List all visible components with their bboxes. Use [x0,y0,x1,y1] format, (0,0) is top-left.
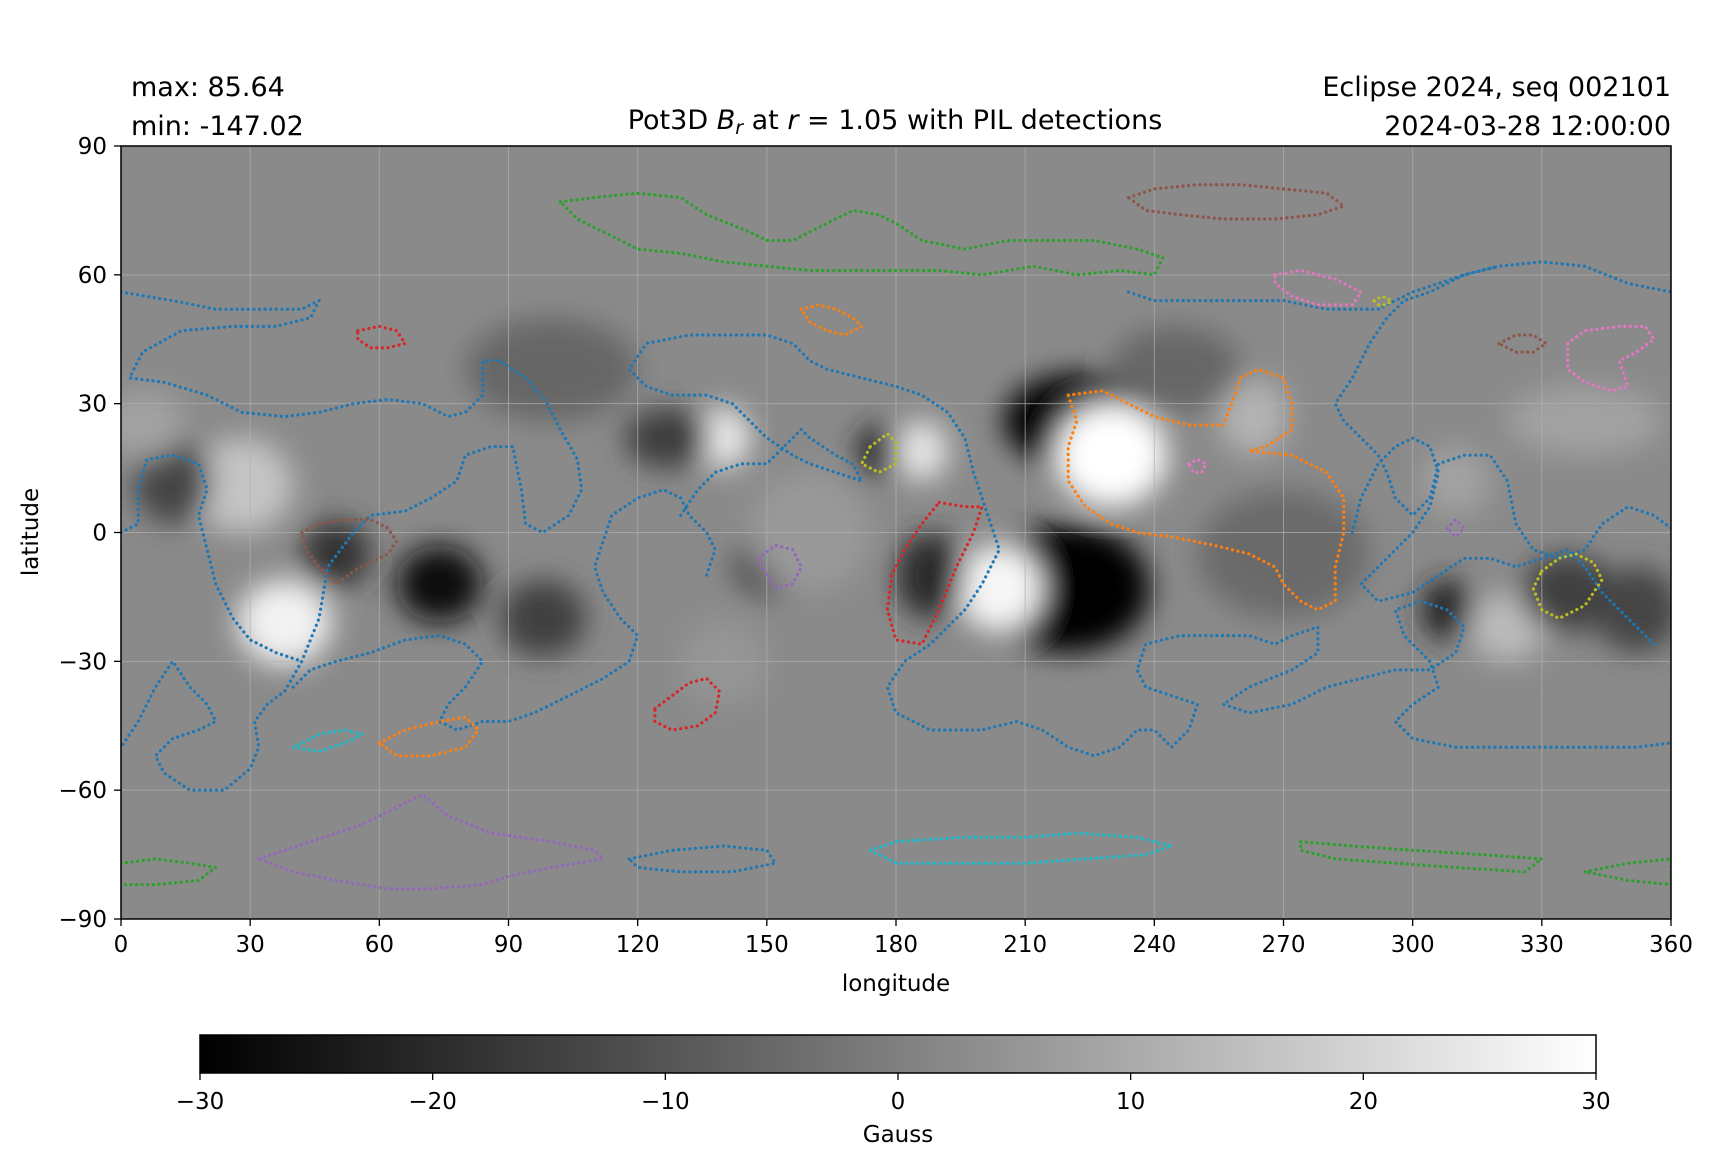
pil-contour [558,191,1165,277]
colorbar-tick-label: 0 [891,1089,906,1115]
title-suffix: = 1.05 with PIL detections [798,105,1162,136]
colorbar-tick-label: 30 [1581,1089,1610,1115]
field-patch [1593,566,1671,653]
title-mid: at [743,105,787,136]
field-patch [956,545,1043,632]
colorbar-axis: −30 −20 −10 0 10 20 30 [176,1073,1611,1115]
x-tick-label: 270 [1262,932,1306,958]
pil-contour [1350,436,1656,646]
pil-contour [1497,333,1548,354]
pil-contour [1066,367,1346,612]
title-sub: r [735,117,744,139]
colorbar-tick-label: −10 [641,1089,690,1115]
x-tick-label: 60 [365,932,394,958]
pil-contours [121,183,1671,891]
plot-area [121,146,1671,919]
pil-contour [1566,324,1656,393]
pil-contour [121,857,218,887]
x-tick-label: 330 [1520,932,1564,958]
pil-contour [885,500,984,646]
field-patch [237,579,332,666]
colorbar [199,1034,1597,1074]
field-patch [1421,446,1491,516]
field-patch [1055,403,1168,507]
title-var: B [717,105,736,136]
field-patch [896,420,948,481]
x-tick-label: 120 [616,932,660,958]
title-prefix: Pot3D [628,105,717,136]
pil-contour [627,333,1671,758]
field-patch [499,579,586,658]
header-right-line1: Eclipse 2024, seq 002101 [1322,72,1671,103]
x-tick-label: 360 [1649,932,1693,958]
colorbar-label: Gauss [863,1122,933,1148]
pil-contour [859,432,898,474]
y-tick-label: 30 [78,392,107,418]
y-tick-label: 60 [78,263,107,289]
y-tick-label: 0 [92,521,107,547]
pil-contour [300,517,399,586]
field-patch [624,407,711,469]
field-patch [857,425,901,477]
pil-contour [1445,517,1466,539]
pil-contour [1126,264,1501,311]
field-patch [133,438,212,524]
field-patch [1520,553,1616,632]
field-patch [121,390,186,460]
pil-contour [653,676,722,732]
y-tick-label: −90 [58,907,107,933]
pil-contour [1583,857,1671,887]
pil-contour [121,453,304,663]
pil-contour [756,543,803,590]
max-label: max: 85.64 [131,72,285,103]
field-patch [896,532,965,619]
x-tick-label: 180 [874,932,918,958]
colorbar-tick-label: 20 [1349,1089,1378,1115]
pil-contour [291,728,364,754]
x-axis-label: longitude [842,971,950,997]
title-r: r [787,105,800,136]
pil-contour [627,844,778,874]
pil-contour [1299,840,1544,874]
x-tick-label: 90 [494,932,523,958]
pil-contour [377,715,480,758]
y-tick-label: 90 [78,134,107,160]
field-patch [1218,377,1288,456]
pil-contour [257,792,605,891]
chart-title: Pot3D Br at r = 1.05 with PIL detections [628,105,1163,139]
x-tick-label: 30 [236,932,265,958]
y-tick-label: −30 [58,649,107,675]
colorbar-tick-label: −30 [176,1089,225,1115]
field-patch [465,317,638,421]
y-tick-label: −60 [58,778,107,804]
colorbar-tick-label: −20 [408,1089,457,1115]
field-patch [301,519,371,589]
pil-contour [1273,268,1363,307]
pil-contour [1333,260,1671,560]
x-tick-label: 240 [1132,932,1176,958]
field-patch [189,438,294,533]
y-axis-label: latitude [18,488,44,576]
pil-contour [1531,552,1604,621]
min-label: min: -147.02 [131,111,304,142]
x-tick-label: 210 [1003,932,1047,958]
x-tick-label: 0 [114,932,129,958]
pil-contour [799,303,864,337]
axes: 0 30 60 90 120 150 180 210 240 270 300 330 360−90−60… [58,134,1693,958]
x-tick-label: 150 [745,932,789,958]
field-patch [1507,386,1663,456]
pil-contour [1372,294,1393,307]
field-patch [396,545,483,623]
x-tick-label: 300 [1391,932,1435,958]
grid-lines [121,146,1671,919]
pil-contour [1187,457,1208,474]
field-patch [1111,326,1241,413]
pil-contour [1126,183,1346,221]
colorbar-tick-label: 10 [1116,1089,1145,1115]
field-patch [697,407,750,469]
header-right-line2: 2024-03-28 12:00:00 [1384,111,1671,142]
